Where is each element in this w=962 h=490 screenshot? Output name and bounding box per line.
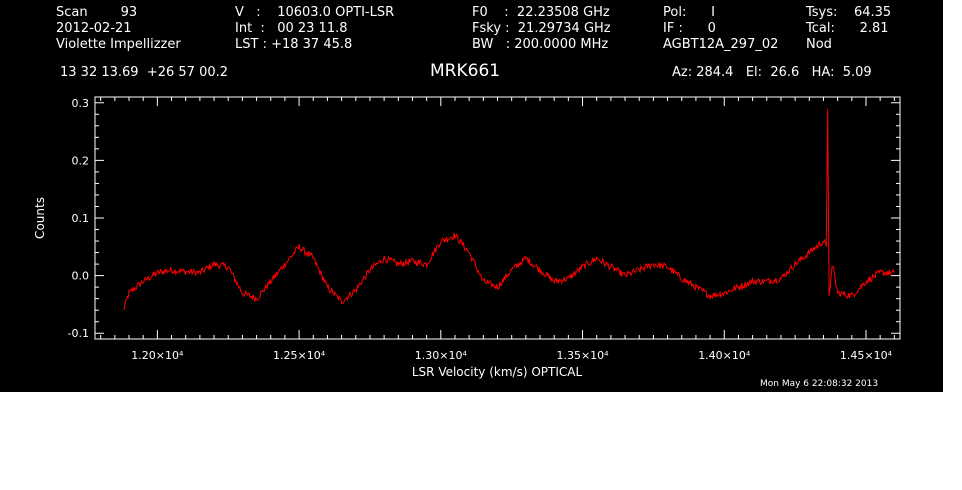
header-az-el-ha: Az: 284.4 El: 26.6 HA: 5.09 — [672, 65, 872, 80]
y-tick-label: 0.0 — [72, 270, 90, 283]
spectrum-trace — [123, 108, 895, 310]
source-name: MRK661 — [430, 61, 501, 81]
header-pol: Pol: I — [663, 5, 715, 20]
header-tcal: Tcal: 2.81 — [806, 21, 889, 36]
x-axis-label: LSR Velocity (km/s) OPTICAL — [412, 365, 583, 379]
header-if: IF : 0 — [663, 21, 716, 36]
header-nod: Nod — [806, 37, 832, 52]
y-tick-label: 0.1 — [72, 212, 90, 225]
footer-timestamp: Mon May 6 22:08:32 2013 — [760, 379, 879, 389]
header-scan: Scan 93 — [56, 5, 138, 20]
plot-window: Scan 93 2012-02-21 Violette Impellizzer … — [0, 0, 943, 392]
y-axis-label: Counts — [33, 197, 47, 239]
header-tsys: Tsys: 64.35 — [806, 5, 892, 20]
header-integration: Int : 00 23 11.8 — [235, 21, 348, 36]
header-f0: F0 : 22.23508 GHz — [472, 5, 610, 20]
plot-frame — [94, 96, 901, 340]
y-tick-label: -0.1 — [68, 327, 89, 340]
y-tick-label: 0.2 — [72, 154, 90, 167]
x-tick-label: 1.45×10⁴ — [840, 349, 893, 362]
header-observer: Violette Impellizzer — [56, 37, 181, 52]
spectrum-chart: 1.20×10⁴ 1.25×10⁴ 1.30×10⁴ 1.35×10⁴ 1.40×10⁴… — [33, 96, 901, 379]
y-tick-label: 0.3 — [72, 97, 90, 110]
header-lst: LST : +18 37 45.8 — [235, 37, 353, 52]
x-tick-label: 1.40×10⁴ — [698, 349, 751, 362]
header-bw: BW : 200.0000 MHz — [472, 37, 609, 52]
header-project: AGBT12A_297_02 — [663, 37, 779, 52]
header-coords: 13 32 13.69 +26 57 00.2 — [60, 65, 229, 80]
x-tick-label: 1.25×10⁴ — [273, 349, 326, 362]
header-date: 2012-02-21 — [56, 21, 132, 36]
x-tick-label: 1.35×10⁴ — [556, 349, 609, 362]
x-tick-label: 1.20×10⁴ — [131, 349, 184, 362]
header-velocity: V : 10603.0 OPTI-LSR — [235, 5, 395, 20]
x-tick-label: 1.30×10⁴ — [415, 349, 468, 362]
header-fsky: Fsky : 21.29734 GHz — [472, 21, 611, 36]
